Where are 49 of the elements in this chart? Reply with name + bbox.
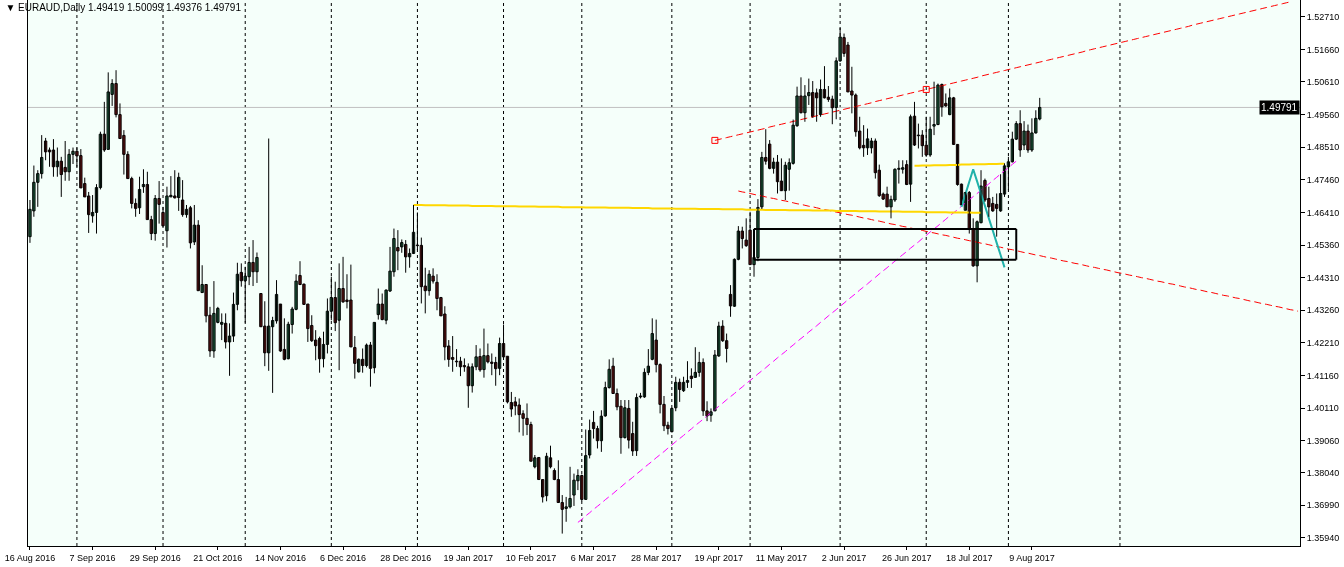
y-tick-label: 1.35940 <box>1306 532 1340 543</box>
x-tick-label: 28 Mar 2017 <box>630 552 682 563</box>
y-tick-label: 1.50610 <box>1306 77 1340 88</box>
x-tick-label: 26 Jun 2017 <box>881 552 932 563</box>
y-tick-label: 1.36990 <box>1306 500 1340 511</box>
line-series <box>960 168 1006 269</box>
x-tick-label: 21 Oct 2016 <box>193 552 243 563</box>
candlestick <box>513 396 517 416</box>
x-tick-label: 11 May 2017 <box>755 552 808 563</box>
y-tick-label: 1.43260 <box>1306 305 1340 316</box>
candlestick <box>1018 109 1022 158</box>
x-tick-label: 28 Dec 2016 <box>380 552 432 563</box>
candlestick <box>40 134 44 180</box>
y-tick-label: 1.40110 <box>1306 403 1339 414</box>
x-tick-label: 10 Feb 2017 <box>505 552 557 563</box>
y-tick-label: 1.48510 <box>1306 142 1340 153</box>
x-tick-label: 19 Apr 2017 <box>694 552 744 563</box>
x-tick-label: 18 Jul 2017 <box>946 552 993 563</box>
candlestick <box>768 139 772 170</box>
y-tick-label: 1.46410 <box>1306 207 1340 218</box>
candlestick <box>376 288 380 321</box>
y-tick-label: 1.52710 <box>1306 11 1340 22</box>
x-tick-label: 29 Sep 2016 <box>129 552 181 563</box>
candlestick <box>380 293 384 321</box>
x-tick-label: 7 Sep 2016 <box>69 552 116 563</box>
y-tick-label: 1.42210 <box>1306 338 1340 349</box>
candlestick <box>924 116 928 158</box>
y-tick-label: 1.45360 <box>1306 240 1340 251</box>
y-tick-label: 1.38040 <box>1306 467 1340 478</box>
y-tick-label: 1.49560 <box>1306 109 1340 120</box>
y-tick-label: 1.39060 <box>1306 435 1340 446</box>
y-tick-label: 1.41160 <box>1306 370 1339 381</box>
x-tick-label: 6 Dec 2016 <box>320 552 367 563</box>
x-tick-label: 6 Mar 2017 <box>570 552 617 563</box>
candlestick <box>517 397 521 433</box>
line-series <box>737 190 1299 312</box>
x-tick-label: 9 Aug 2017 <box>1009 552 1055 563</box>
y-tick-label: 1.44310 <box>1306 272 1340 283</box>
x-tick-label: 19 Jan 2017 <box>443 552 494 563</box>
line-series <box>577 160 1017 523</box>
ref-line-label: 1.49791 <box>1261 102 1298 113</box>
candlestick <box>106 71 110 150</box>
candlestick <box>466 362 470 409</box>
x-tick-label: 16 Aug 2016 <box>4 552 56 563</box>
x-tick-label: 2 Jun 2017 <box>821 552 867 563</box>
x-tick-label: 14 Nov 2016 <box>254 552 306 563</box>
candlestick <box>404 239 408 274</box>
y-tick-label: 1.51660 <box>1306 44 1340 55</box>
y-tick-label: 1.47460 <box>1306 174 1340 185</box>
